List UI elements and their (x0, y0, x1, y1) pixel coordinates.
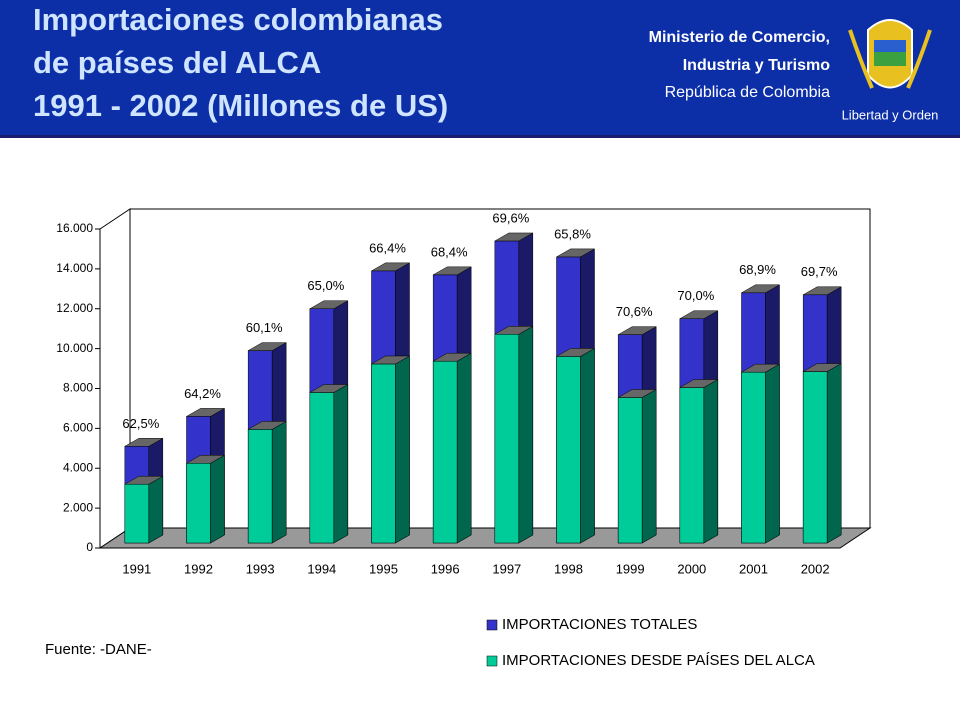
header-rule (0, 135, 960, 138)
annotation: 66,4% (369, 240, 406, 255)
x-tick-label: 2002 (801, 561, 830, 576)
x-tick-label: 2001 (739, 561, 768, 576)
bar (124, 483, 150, 544)
bar-top (370, 355, 411, 365)
org-line: República de Colombia (665, 84, 831, 101)
bar (186, 463, 211, 544)
bar-top (308, 300, 349, 309)
bar (247, 429, 273, 544)
y-tick-label: 12.000 (56, 301, 93, 315)
annotation: 70,0% (677, 288, 714, 303)
x-tick-label: 1995 (369, 561, 398, 576)
bar-top (432, 352, 473, 362)
source: Fuente: -DANE- (45, 641, 152, 658)
bar-top (493, 326, 534, 335)
bar-side (641, 389, 657, 544)
x-tick-label: 1996 (431, 561, 460, 576)
bar-top (493, 232, 534, 242)
x-tick-label: 1997 (492, 561, 521, 576)
bar (802, 371, 828, 544)
bar-top (740, 363, 781, 373)
bar-side (456, 352, 472, 544)
bar-top (185, 408, 226, 417)
emblem-motto: Libertad y Orden (842, 107, 939, 122)
bar-side (703, 379, 719, 544)
bar (679, 387, 705, 544)
bar-top (370, 262, 411, 272)
bar-top (678, 310, 719, 319)
x-tick-label: 1999 (616, 561, 645, 576)
legend-swatch (486, 655, 498, 667)
bar-side (395, 355, 410, 544)
title-line: de países del ALCA (33, 45, 321, 80)
bar (617, 397, 643, 544)
bar-top (555, 348, 596, 357)
title-line: 1991 - 2002 (Millones de US) (33, 88, 448, 123)
bar (556, 356, 581, 544)
bar-top (247, 342, 288, 351)
annotation: 65,0% (307, 278, 344, 293)
annotation: 69,7% (801, 264, 838, 279)
y-tick-label: 8.000 (63, 381, 93, 395)
bar-side (518, 325, 534, 544)
x-tick-label: 1992 (184, 561, 213, 576)
emblem: Libertad y Orden (842, 19, 939, 122)
annotation: 69,6% (492, 210, 529, 225)
x-tick-label: 2000 (677, 561, 706, 576)
y-tick-label: 4.000 (63, 460, 93, 474)
org-line: Ministerio de Comercio, (649, 29, 830, 46)
bar (741, 371, 766, 544)
bar (494, 334, 520, 544)
bar-side (765, 363, 780, 544)
bar-top (802, 363, 843, 372)
bar-top (617, 326, 658, 335)
y-tick-label: 16.000 (56, 221, 93, 235)
annotation: 60,1% (246, 320, 283, 335)
annotation: 64,2% (184, 386, 221, 401)
legend-label: IMPORTACIONES TOTALES (502, 616, 697, 633)
y-tick-label: 6.000 (63, 421, 93, 435)
annotation: 70,6% (616, 304, 653, 319)
annotation: 62,5% (122, 416, 159, 431)
bar-side (580, 347, 595, 544)
y-tick-label: 0 (86, 540, 93, 554)
title-line: Importaciones colombianas (33, 2, 443, 37)
x-tick-label: 1998 (554, 561, 583, 576)
bar-side (826, 363, 842, 544)
annotation: 68,4% (431, 244, 468, 259)
bar-side (210, 454, 225, 544)
y-tick-label: 10.000 (56, 341, 93, 355)
header-band (0, 0, 960, 135)
bar-top (308, 384, 349, 393)
bar-top (617, 389, 658, 398)
bar-side (271, 420, 287, 544)
bar-top (740, 284, 781, 294)
annotation: 65,8% (554, 226, 591, 241)
bar-top (247, 421, 288, 430)
bar-top (123, 438, 164, 447)
org-line: Industria y Turismo (683, 57, 831, 74)
legend-label: IMPORTACIONES DESDE PAÍSES DEL ALCA (502, 652, 815, 669)
bar-side (148, 475, 164, 544)
bar-top (678, 379, 719, 388)
chart: 0 2.000 4.000 6.000 8.000 10.000 12.000 14.000 1… (56, 208, 872, 576)
bar (432, 360, 458, 544)
x-tick-label: 1993 (246, 561, 275, 576)
bar-side (333, 384, 349, 544)
x-tick-label: 1994 (307, 561, 336, 576)
bar-top (185, 455, 226, 464)
legend-swatch (486, 619, 498, 631)
bar (309, 392, 335, 544)
bar-top (802, 286, 843, 296)
bar-top (123, 475, 164, 485)
bar-top (432, 266, 473, 276)
annotation: 68,9% (739, 262, 776, 277)
bar (371, 363, 396, 544)
x-tick-label: 1991 (122, 561, 151, 576)
y-tick-label: 2.000 (63, 500, 93, 514)
y-tick-label: 14.000 (56, 261, 93, 275)
bar-top (555, 248, 596, 258)
